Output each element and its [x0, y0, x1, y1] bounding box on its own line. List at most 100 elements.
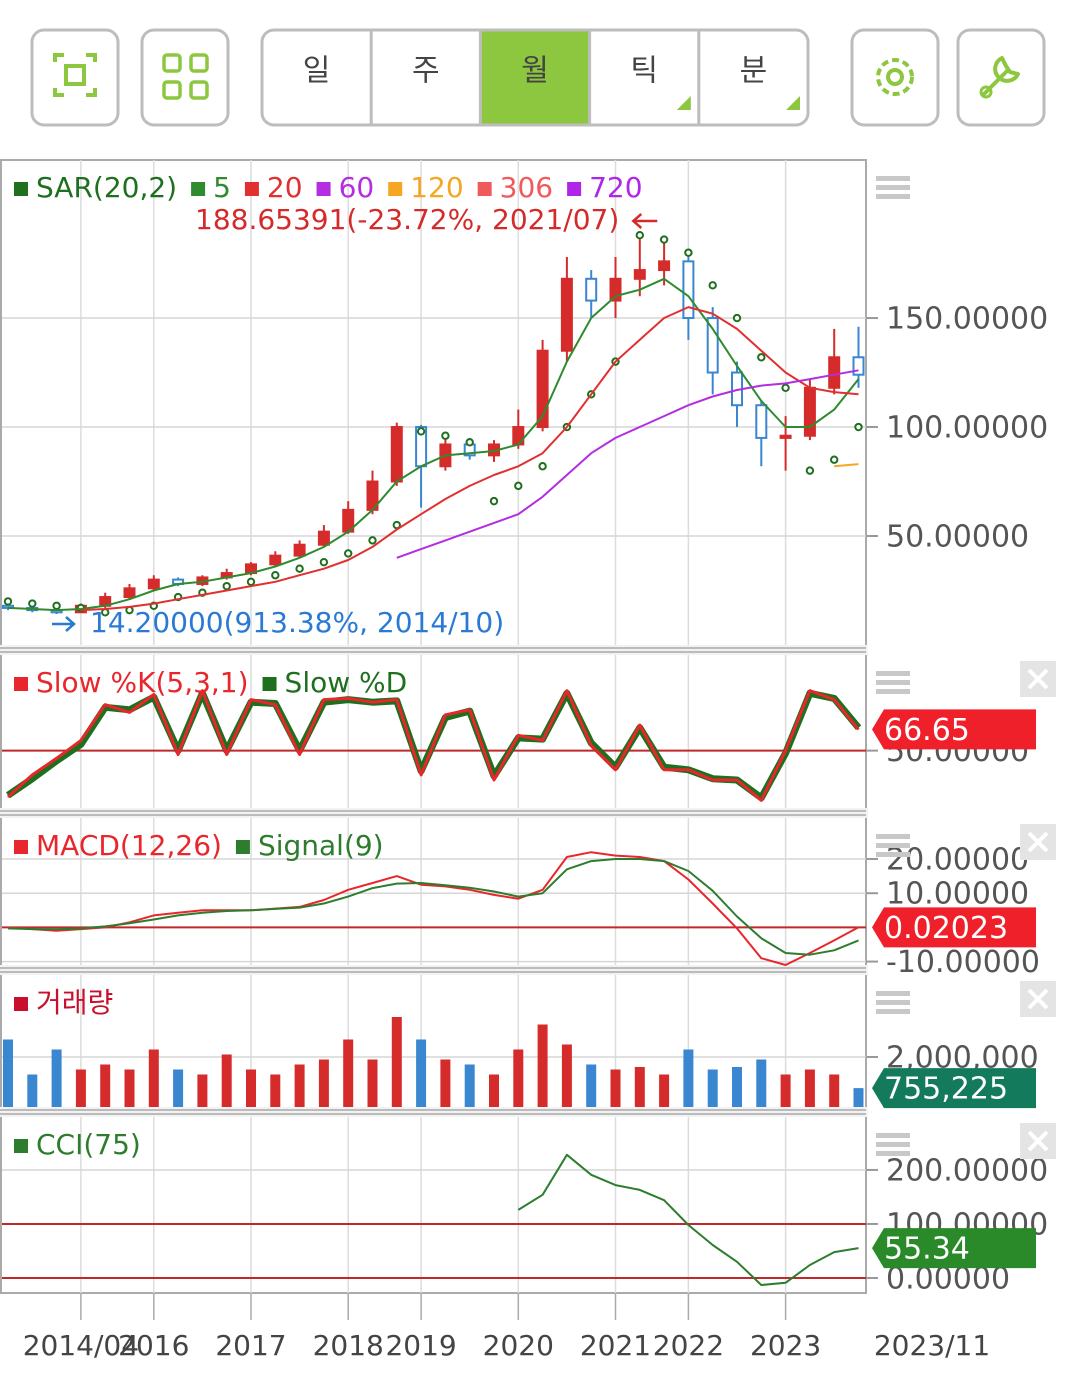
candle-body — [755, 404, 768, 439]
volume-bar — [367, 1059, 378, 1107]
x-tick-label: 2017 — [215, 1329, 286, 1362]
period-tab[interactable]: 일 — [303, 54, 331, 89]
series-line — [517, 1153, 859, 1286]
value-box — [872, 709, 1036, 750]
sar-dot — [28, 599, 37, 608]
value-box-label: 0.02023 — [884, 911, 1008, 946]
volume-bar — [100, 1064, 111, 1107]
sar-dot — [514, 481, 523, 491]
plot-frame — [0, 159, 867, 1294]
period-tab[interactable]: 분 — [740, 54, 768, 89]
candle-body — [633, 269, 646, 280]
latest-date-label: 2023/11 — [874, 1329, 990, 1362]
panel-handle — [876, 1151, 910, 1156]
x-tick-label: 2014/04 — [23, 1329, 139, 1362]
panel-close-button[interactable] — [1020, 1123, 1056, 1159]
series-line — [834, 463, 859, 468]
y-tick-label: 150.00000 — [886, 302, 1048, 337]
volume-bar — [391, 1017, 402, 1107]
panel-handle — [876, 852, 910, 857]
legend-swatch — [567, 182, 582, 196]
volume-bar — [197, 1074, 208, 1107]
sar-dot — [3, 597, 13, 606]
panel-divider — [0, 1107, 868, 1117]
sar-dot — [246, 577, 256, 586]
volume-bar — [51, 1049, 62, 1107]
panel-close-button[interactable] — [1020, 981, 1056, 1017]
legend-label: Slow %D — [285, 666, 408, 699]
sar-dot — [344, 549, 353, 558]
volume-bar — [513, 1049, 524, 1107]
volume-bar — [318, 1059, 329, 1107]
volume-bar — [804, 1069, 815, 1107]
settings-button[interactable] — [850, 28, 940, 127]
x-tick-label: 2016 — [118, 1329, 189, 1362]
candle-body — [560, 277, 573, 352]
sar-dot — [392, 520, 401, 530]
sar-dot — [684, 248, 693, 257]
value-box-label: 755,225 — [884, 1072, 1008, 1107]
volume-bar — [537, 1024, 548, 1107]
sar-dot — [659, 235, 669, 244]
volume-bar — [561, 1044, 572, 1107]
sar-dot — [416, 427, 426, 436]
panel: 150.00000 100.00000 50.00000 SAR(20,2) 5 20 60… — [2, 160, 1048, 645]
legend-label: 거래량 — [36, 986, 113, 1019]
tools-button[interactable] — [956, 28, 1046, 127]
x-tick-label: 2019 — [385, 1329, 456, 1362]
period-tab[interactable]: 주 — [412, 54, 440, 89]
volume-bar — [634, 1067, 645, 1107]
x-tick-label: 2020 — [483, 1329, 554, 1362]
volume-bar — [440, 1059, 451, 1107]
series-line — [7, 851, 859, 966]
legend-swatch — [14, 677, 28, 691]
volume-bar — [173, 1069, 184, 1107]
volume-bar — [756, 1059, 767, 1107]
extreme-annotation: 188.65391(-23.72%, 2021/07) — [195, 203, 619, 236]
fullscreen-button[interactable] — [30, 28, 120, 127]
sar-dot — [830, 455, 839, 464]
period-tab[interactable]: 월 — [521, 54, 549, 89]
period-tab[interactable]: 틱 — [630, 54, 658, 89]
candle-body — [682, 260, 695, 320]
volume-bar — [586, 1064, 597, 1107]
panel-divider — [0, 645, 868, 655]
volume-bar — [148, 1049, 159, 1107]
volume-bar — [707, 1069, 718, 1107]
volume-bar — [124, 1069, 135, 1107]
series-line — [396, 369, 859, 559]
sar-dot — [635, 231, 644, 240]
candle-body — [803, 386, 816, 437]
layout-button[interactable] — [140, 28, 230, 127]
volume-bar — [75, 1069, 86, 1107]
panel-handle — [876, 991, 910, 996]
sar-dot — [732, 313, 742, 323]
panel-close-button[interactable] — [1020, 661, 1056, 697]
close-icon — [1027, 1130, 1049, 1152]
volume-bar — [853, 1088, 864, 1107]
tab-dropdown-mark — [786, 96, 800, 110]
value-box — [872, 1068, 1036, 1109]
panel-handle — [876, 176, 910, 181]
candle-body — [147, 578, 160, 590]
y-tick-label: 50.00000 — [886, 520, 1029, 555]
y-tick-label: 200.00000 — [886, 1153, 1048, 1188]
panel-handle — [876, 834, 910, 839]
candle-body — [609, 277, 622, 302]
sar-dot — [708, 281, 717, 290]
volume-bar — [610, 1069, 621, 1107]
tab-dropdown-mark — [676, 96, 691, 110]
volume-bar — [683, 1049, 694, 1107]
volume-bar — [464, 1064, 475, 1107]
panel-handle — [876, 194, 910, 199]
volume-bar — [780, 1074, 791, 1107]
sar-dot — [489, 496, 499, 506]
panel-close-button[interactable] — [1020, 824, 1056, 860]
legend-label: CCI(75) — [36, 1128, 141, 1161]
